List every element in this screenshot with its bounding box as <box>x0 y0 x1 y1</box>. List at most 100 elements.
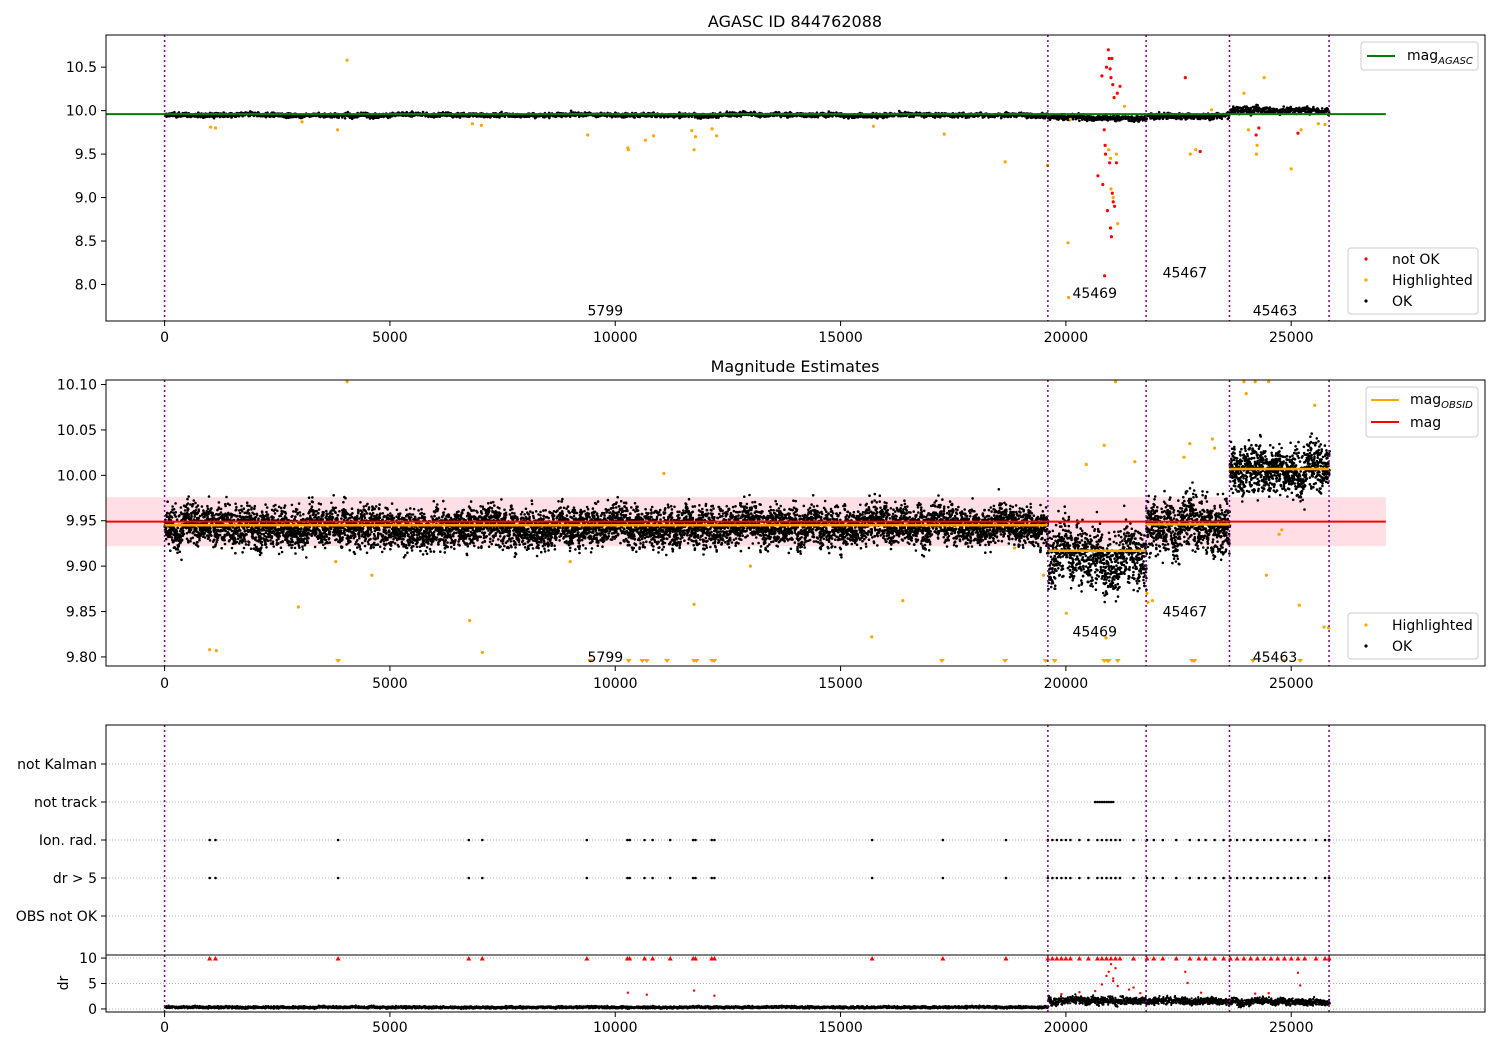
mag-ok-point <box>178 550 182 553</box>
agasc-highlighted-point <box>942 132 946 136</box>
mag-ok-point <box>237 509 241 512</box>
agasc-obsid-boundaries <box>163 35 1330 321</box>
mag-ok-point <box>236 514 239 518</box>
agasc-highlighted-point <box>1262 76 1266 80</box>
mag-ok-point <box>223 538 226 542</box>
agasc-ok-point <box>1220 117 1224 121</box>
mag-ok-point <box>191 503 195 506</box>
mag-ok-point <box>210 534 213 537</box>
agasc-highlighted-point <box>1194 148 1198 152</box>
mag-ok-point <box>194 509 198 512</box>
agasc-ok-point <box>650 115 653 119</box>
mag-ok-point <box>186 539 190 542</box>
legend-highlighted-marker <box>1364 278 1368 282</box>
agasc-ok-point <box>1298 106 1301 110</box>
agasc-highlighted-point <box>1116 222 1120 226</box>
agasc-not-ok-point <box>1104 65 1109 69</box>
agasc-not-ok-point <box>1109 76 1113 80</box>
agasc-highlighted-point <box>710 127 714 131</box>
ytick-label: 10.0 <box>66 104 97 120</box>
mag-ok-point <box>214 543 217 546</box>
agasc-xticks: 0 5000 10000 15000 20000 25000 <box>160 321 1313 346</box>
mag-ok-point <box>165 511 169 515</box>
agasc-ok-point <box>1289 105 1292 109</box>
agasc-ok-point <box>1145 117 1148 121</box>
mag-ok-point <box>192 499 196 502</box>
mag-ok-point <box>228 538 231 542</box>
agasc-highlighted-point <box>1114 152 1118 156</box>
agasc-not-ok-point <box>1103 152 1108 156</box>
mag-ok-point <box>174 515 177 518</box>
mag-ok-point <box>167 542 171 546</box>
mag-ok-point <box>193 515 196 518</box>
agasc-not-ok-point <box>1107 56 1111 61</box>
mag-ok-point <box>198 536 201 540</box>
mag-ok-point <box>177 545 180 548</box>
agasc-not-ok-point <box>1257 126 1261 130</box>
agasc-not-ok-point <box>1114 161 1118 165</box>
agasc-highlighted-point <box>345 58 349 62</box>
mag-ok-point <box>238 511 242 515</box>
mag-ok-point <box>187 507 190 511</box>
agasc-ok-point <box>987 116 990 119</box>
mag-ok-point <box>171 538 174 542</box>
mag-ok-point <box>223 542 227 546</box>
mag-ok-point <box>216 536 220 539</box>
mag-ok-point <box>232 534 235 538</box>
agasc-highlighted-point <box>336 128 340 132</box>
agasc-ok-point <box>1312 105 1315 109</box>
mag-ok-point <box>217 501 221 504</box>
mag-ok-point <box>222 516 226 519</box>
agasc-highlighted-point <box>1003 160 1007 164</box>
agasc-not-ok-point <box>1111 200 1115 204</box>
agasc-ok-point <box>853 116 856 120</box>
legend-not-ok-marker <box>1364 257 1368 261</box>
ytick-label: 8.5 <box>75 234 97 250</box>
mag-ok-point <box>209 527 212 530</box>
agasc-highlighted-point <box>1066 241 1070 245</box>
legend-highlighted-label: Highlighted <box>1392 273 1473 289</box>
mag-ok-point <box>189 528 193 532</box>
mag-ok-point <box>218 534 221 537</box>
mag-ok-point <box>172 511 175 514</box>
agasc-not-ok-point <box>1108 226 1113 230</box>
mag-ok-point <box>192 541 196 545</box>
agasc-highlighted-point <box>1109 187 1113 191</box>
agasc-ok-point <box>568 115 572 119</box>
mag-ok-point <box>184 505 188 509</box>
mag-ok-point <box>175 518 179 521</box>
mag-ok-point <box>186 502 190 505</box>
agasc-highlighted-point <box>1122 104 1127 108</box>
agasc-not-ok-point <box>1198 149 1202 154</box>
agasc-ok-point <box>1117 115 1121 118</box>
mag-ok-point <box>206 504 209 508</box>
mag-ok-point <box>210 507 213 510</box>
mag-ok-point <box>230 546 234 550</box>
agasc-ok-point <box>1071 117 1075 121</box>
agasc-legend-upper: magAGASC <box>1360 41 1479 71</box>
mag-ok-point <box>235 540 239 544</box>
legend-ok-marker <box>1364 299 1368 303</box>
mag-ok-point <box>191 536 195 540</box>
agasc-ok-point <box>605 115 609 118</box>
mag-ok-point <box>173 527 176 530</box>
agasc-not-ok-point <box>1102 128 1106 132</box>
mag-ok-point <box>206 526 209 529</box>
agasc-not-ok-point <box>1110 191 1114 195</box>
agasc-highlighted-point <box>470 122 474 126</box>
mag-ok-point <box>190 514 193 518</box>
mag-ok-point <box>168 512 171 515</box>
agasc-highlighted-point <box>1108 156 1113 160</box>
agasc-ok-point <box>577 115 581 119</box>
agasc-ok-point <box>1157 111 1161 114</box>
agasc-highlighted-point <box>626 148 630 152</box>
ytick-label: 8.0 <box>75 277 97 293</box>
mag-ok-point <box>235 505 238 509</box>
mag-ok-point <box>176 551 179 555</box>
agasc-highlighted-point <box>1209 108 1214 112</box>
agasc-ok-point <box>933 116 937 119</box>
mag-ok-point <box>176 526 179 530</box>
mag-ok-point <box>228 503 231 507</box>
agasc-not-ok-point <box>1112 96 1116 100</box>
